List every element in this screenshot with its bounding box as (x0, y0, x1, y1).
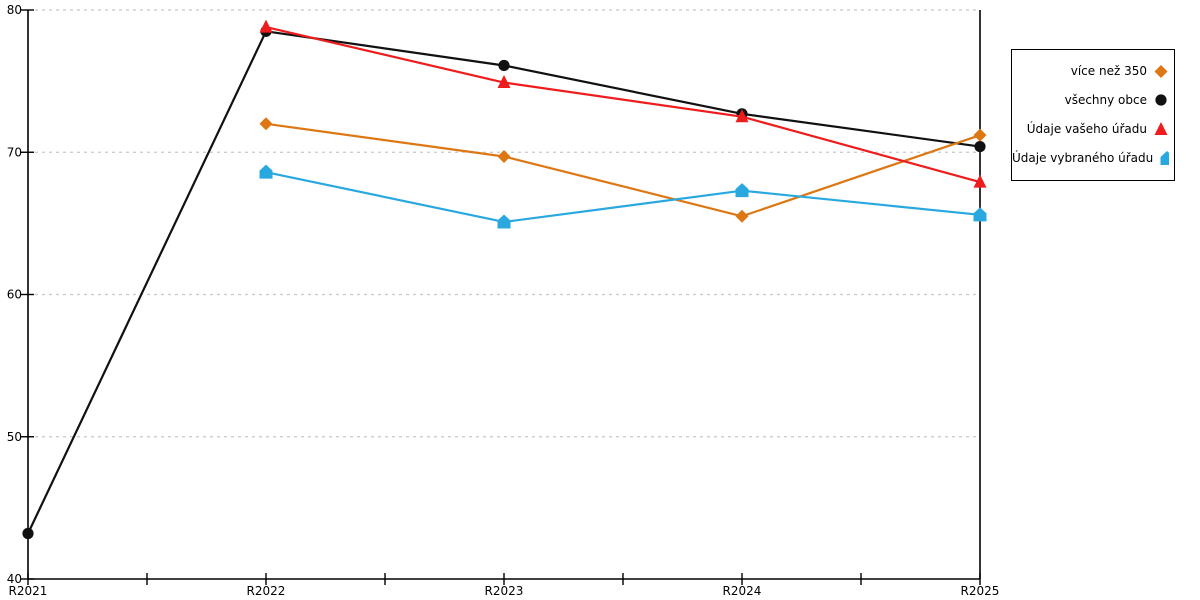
data-point-marker (974, 140, 986, 153)
triangle-legend-icon (1154, 121, 1168, 135)
data-point-marker (735, 183, 749, 198)
y-tick-label: 70 (7, 145, 22, 159)
circle-legend-icon (1155, 93, 1167, 106)
y-tick-label: 50 (7, 430, 22, 444)
data-point-marker (735, 209, 749, 223)
diamond-shape (1154, 64, 1168, 78)
legend-label: Údaje vybraného úřadu (1012, 150, 1154, 165)
data-point-marker (497, 150, 511, 164)
series-line-4 (265, 171, 981, 224)
data-point-marker (735, 109, 749, 123)
legend: více než 350 všechny obce Údaje vašeho úřa… (1011, 49, 1175, 181)
data-point-marker (498, 59, 510, 72)
legend-item: Údaje vybraného úřadu (1012, 143, 1174, 172)
legend-label: Údaje vašeho úřadu (1026, 121, 1147, 136)
data-point-marker (259, 19, 273, 33)
data-point-marker (497, 214, 511, 229)
pentagon-legend-icon (1160, 150, 1169, 165)
data-point-marker (973, 128, 987, 142)
series-line-2 (27, 30, 981, 534)
y-tick-label: 80 (7, 3, 22, 17)
legend-label: všechny obce (1064, 92, 1147, 107)
pentagon-shape (1160, 150, 1169, 165)
diamond-legend-icon (1154, 64, 1168, 78)
data-point-marker (259, 164, 273, 179)
y-tick-label: 40 (7, 572, 22, 586)
data-point-marker (973, 207, 987, 222)
x-tick-label: R2023 (485, 584, 524, 598)
series-line-1 (265, 122, 981, 218)
y-tick-label: 60 (7, 288, 22, 302)
data-point-marker (259, 117, 273, 131)
x-tick-label: R2024 (723, 584, 762, 598)
data-point-marker (973, 174, 987, 188)
data-point-marker (497, 75, 511, 89)
x-tick-label: R2021 (9, 584, 48, 598)
x-tick-label: R2022 (247, 584, 286, 598)
triangle-shape (1154, 121, 1168, 135)
legend-item: Údaje vašeho úřadu (1012, 114, 1174, 143)
circle-shape (1155, 93, 1167, 106)
legend-item: všechny obce (1012, 85, 1174, 114)
data-point-marker (22, 527, 34, 540)
legend-label: více než 350 (1070, 63, 1147, 78)
x-tick-label: R2025 (961, 584, 1000, 598)
series-line-3 (265, 25, 981, 184)
legend-item: více než 350 (1012, 56, 1174, 85)
